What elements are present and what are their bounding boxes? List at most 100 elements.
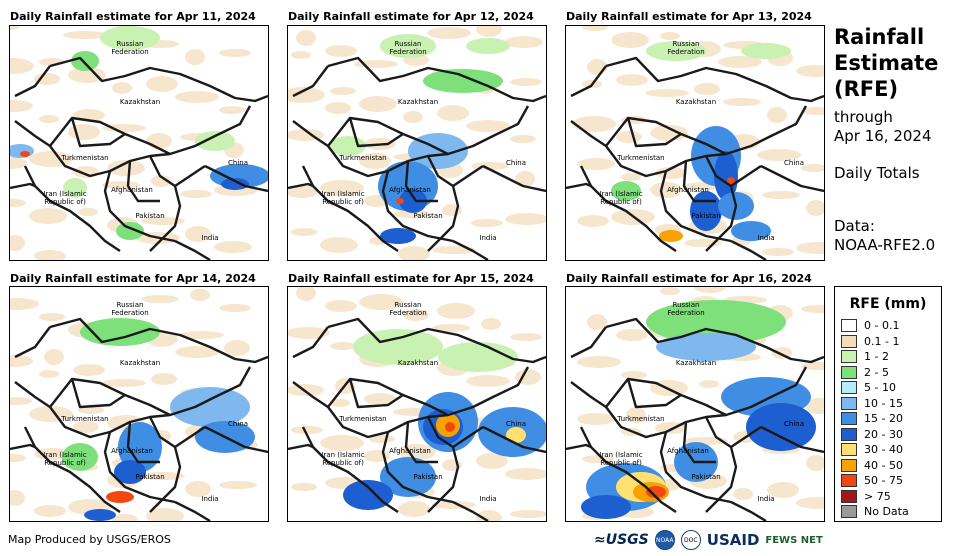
rain-area [731,221,771,241]
country-label-iran: Iran (Islamic Republic of) [321,190,365,206]
trace-rain-area [757,149,801,161]
trace-rain-area [796,242,824,254]
country-label-iran: Iran (Islamic Republic of) [43,451,87,467]
legend-swatch [841,334,857,348]
panel-title-1: Daily Rainfall estimate for Apr 11, 2024 [10,10,256,23]
legend-swatch [841,443,857,457]
rain-area [646,300,786,344]
trace-rain-area [577,356,621,368]
country-border [14,105,252,156]
rain-area [71,51,99,71]
trace-rain-area [180,331,224,339]
rain-area [646,486,666,498]
country-border [288,443,314,451]
trace-rain-area [806,200,824,216]
rain-area [690,191,722,231]
country-border [174,239,211,260]
trace-rain-area [369,435,395,443]
country-label-kazakhstan: Kazakhstan [119,359,161,367]
country-border [49,317,268,364]
legend-swatch [841,381,857,395]
trace-rain-area [582,26,608,31]
panel-title-6: Daily Rainfall estimate for Apr 16, 2024 [566,272,812,285]
trace-rain-area [505,213,546,225]
rain-area [727,177,735,185]
rain-area [659,230,683,242]
legend-label: No Data [864,505,909,519]
country-border [566,443,592,451]
country-label-india: India [479,495,497,503]
trace-rain-area [801,164,824,172]
rain-area [380,228,416,244]
rain-area [195,131,235,151]
trace-rain-area [29,406,73,422]
rain-area [438,342,518,372]
legend-label: 40 - 50 [864,458,903,472]
legend-item: 20 - 30 [835,427,941,443]
country-border [292,326,329,359]
country-border [404,160,438,203]
country-label-china: China [228,420,248,428]
legend-item: 2 - 5 [835,365,941,381]
country-label-kazakhstan: Kazakhstan [675,359,717,367]
partner-logos: ≈USGS NOAA DOC USAID FEWS NET [594,528,823,552]
trace-rain-area [214,241,252,253]
trace-rain-area [616,74,648,86]
country-label-india: India [757,495,775,503]
trace-rain-area [476,453,508,469]
trace-rain-area [796,497,824,509]
legend-label: 50 - 75 [864,474,903,488]
map-panel-apr15: Russian Federation Kazakhstan Turkmenistan… [287,286,547,522]
trace-rain-area [219,481,257,489]
map-panel-apr16: Russian Federation Kazakhstan Turkmenistan… [565,286,825,522]
country-border [760,425,824,454]
country-border [605,56,824,103]
legend-label: 30 - 40 [864,443,903,457]
country-label-pakistan: Pakistan [413,212,443,220]
map-svg [566,26,824,260]
country-border [570,65,607,98]
rfe-title: Rainfall Estimate (RFE) [834,25,939,101]
trace-rain-area [175,91,219,103]
country-label-china: China [506,420,526,428]
trace-rain-area [146,76,178,92]
trace-rain-area [481,318,501,330]
country-border [682,421,716,464]
rain-area [114,460,146,484]
legend-item: 40 - 50 [835,458,941,474]
map-svg [10,26,268,260]
trace-rain-area [291,51,311,59]
trace-rain-area [296,287,316,301]
legend-swatch [841,489,857,503]
trace-rain-area [801,305,824,313]
country-border [174,500,211,521]
trace-rain-area [39,115,59,123]
trace-rain-area [291,426,323,434]
country-border [452,239,489,260]
trace-rain-area [288,327,330,339]
trace-rain-area [325,45,357,57]
trace-rain-area [325,102,351,114]
country-border [381,170,454,243]
doc-logo: DOC [680,530,701,550]
trace-rain-area [185,49,205,65]
trace-rain-area [616,131,642,143]
trace-rain-area [78,406,104,414]
trace-rain-area [806,398,824,414]
country-label-afghanistan: Afghanistan [667,186,709,194]
country-label-india: India [201,495,219,503]
country-label-turkmenistan: Turkmenistan [339,415,387,423]
trace-rain-area [34,505,66,517]
trace-rain-area [141,217,185,225]
country-label-china: China [506,159,526,167]
country-border [292,366,530,417]
trace-rain-area [10,100,33,112]
rain-area [380,457,436,497]
trace-rain-area [398,501,430,517]
country-label-afghanistan: Afghanistan [667,447,709,455]
legend-label: 0 - 0.1 [864,319,900,333]
trace-rain-area [288,186,318,198]
country-border [705,446,738,513]
country-border [103,431,176,504]
trace-rain-area [10,397,32,405]
